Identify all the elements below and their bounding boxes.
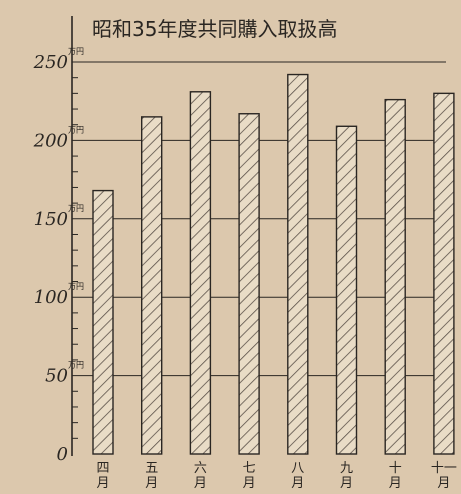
x-tick-label-glyph: 十 <box>389 461 402 476</box>
x-tick-label: 十月 <box>389 461 402 491</box>
x-tick-label-glyph: 月 <box>340 476 353 491</box>
y-tick-unit: 万円 <box>68 125 84 134</box>
y-tick-unit: 万円 <box>68 361 84 370</box>
y-tick-unit: 万円 <box>68 204 84 213</box>
x-tick-label-glyph: 月 <box>291 476 304 491</box>
bar-8 <box>433 92 455 455</box>
y-tick-label: 0 <box>57 444 68 465</box>
y-tick-label: 100 <box>34 287 68 308</box>
x-tick-label-glyph: 月 <box>243 476 256 491</box>
y-tick-label: 150 <box>34 209 68 230</box>
x-tick-label: 四月 <box>96 461 109 491</box>
x-tick-label-glyph: 七 <box>243 461 256 476</box>
bar-7 <box>384 98 406 455</box>
y-tick-label: 250 <box>33 52 68 73</box>
x-tick-label-glyph: 月 <box>145 476 158 491</box>
labels: 050万円100万円150万円200万円250万円四月五月六月七月八月九月十月十… <box>33 47 457 491</box>
x-tick-label: 八月 <box>291 461 304 491</box>
x-tick-label-glyph: 月 <box>389 476 402 491</box>
x-tick-label-glyph: 月 <box>437 476 450 491</box>
x-tick-label-glyph: 九 <box>340 461 353 476</box>
bar-5 <box>287 73 309 455</box>
bar-3 <box>189 91 212 455</box>
x-tick-label: 五月 <box>145 461 158 491</box>
x-tick-label-glyph: 十一 <box>431 461 457 476</box>
bar-1 <box>92 189 114 455</box>
bar-2 <box>140 116 163 455</box>
x-tick-label-glyph: 月 <box>96 476 109 491</box>
x-tick-label: 七月 <box>243 461 256 491</box>
y-tick-label: 50 <box>45 366 68 387</box>
x-tick-label-glyph: 五 <box>145 461 158 476</box>
axes <box>71 16 78 456</box>
x-tick-label-glyph: 月 <box>194 476 207 491</box>
x-tick-label: 九月 <box>340 461 353 491</box>
bar-6 <box>335 125 358 455</box>
y-tick-unit: 万円 <box>68 47 84 56</box>
bar-4 <box>238 113 260 455</box>
chart-title: 昭和35年度共同購入取扱高 <box>92 17 337 41</box>
y-tick-unit: 万円 <box>68 282 84 291</box>
x-tick-label: 十一月 <box>431 461 457 491</box>
bars <box>92 73 455 455</box>
x-tick-label-glyph: 四 <box>96 461 109 476</box>
x-tick-label-glyph: 六 <box>194 461 207 476</box>
x-tick-label-glyph: 八 <box>291 461 304 476</box>
y-tick-label: 200 <box>33 130 68 151</box>
x-tick-label: 六月 <box>194 461 207 491</box>
